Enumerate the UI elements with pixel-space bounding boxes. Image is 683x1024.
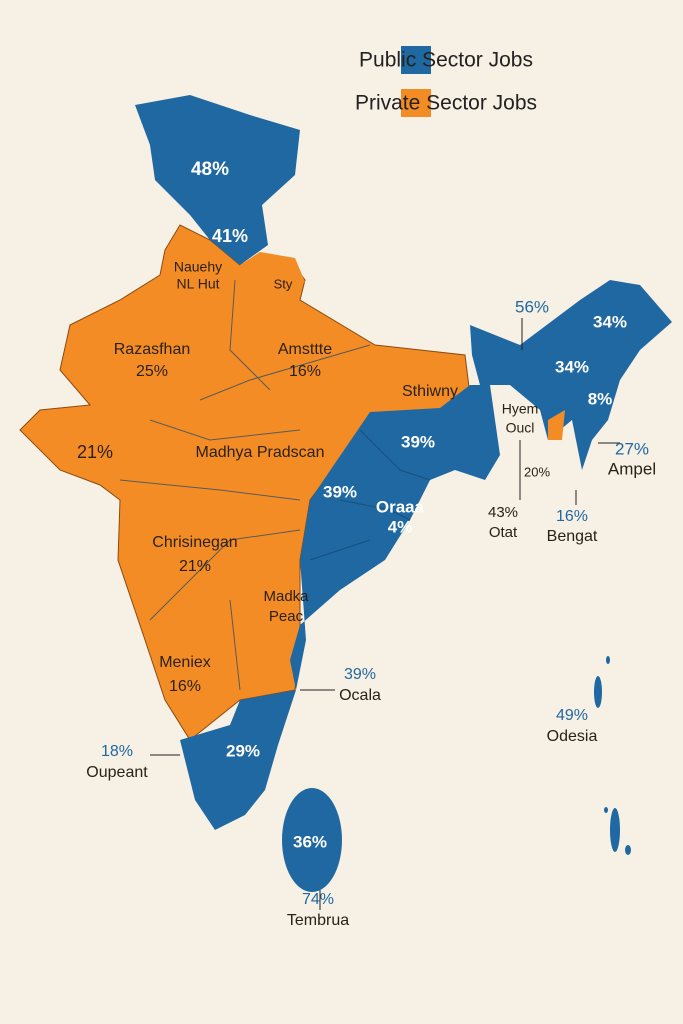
region-label: Odesia (547, 728, 598, 745)
legend-label: Public Sector Jobs (359, 49, 533, 72)
region-label: 4% (388, 517, 413, 536)
island (625, 845, 631, 855)
region-label: 48% (191, 159, 229, 180)
region-label: Sthiwny (402, 383, 458, 400)
region-label: 25% (136, 363, 168, 380)
region-label: 18% (101, 743, 133, 760)
region-label: 21% (77, 442, 113, 462)
region-label: 27% (615, 439, 649, 458)
island (610, 808, 620, 852)
region-label: Oraaa (376, 497, 425, 516)
region-label: 39% (323, 482, 357, 501)
legend-label: Private Sector Jobs (355, 92, 537, 115)
region-label: 39% (401, 432, 435, 451)
region-label: 16% (289, 363, 321, 380)
region-label: 56% (515, 297, 549, 316)
region-label: 21% (179, 558, 211, 575)
private-region-small (548, 410, 565, 440)
region-label: 16% (556, 508, 588, 525)
legend: Public Sector Jobs Private Sector Jobs (355, 46, 537, 117)
region-label: 34% (593, 312, 627, 331)
region-label: 36% (293, 832, 327, 851)
region-label: Bengat (547, 528, 598, 545)
public-region-north (135, 95, 300, 265)
region-label: 49% (556, 707, 588, 724)
island (606, 656, 610, 664)
region-label: Tembrua (287, 912, 349, 929)
region-label: Chrisinegan (152, 534, 237, 551)
region-label: Ampel (608, 459, 656, 478)
regions (19, 95, 672, 892)
region-label: Oucl (506, 420, 535, 436)
legend-swatch (401, 89, 431, 117)
region-label: 43% (488, 504, 518, 521)
region-label: NL Hut (176, 276, 219, 292)
region-label: Madhya Pradscan (196, 444, 325, 461)
region-label: Madka (263, 588, 309, 605)
region-label: 39% (344, 666, 376, 683)
region-label: Razasfhan (114, 341, 191, 358)
region-label: 41% (212, 226, 248, 246)
region-label: Hyem (502, 401, 539, 417)
private-region-north (240, 252, 305, 300)
region-label: 34% (555, 357, 589, 376)
region-label: 16% (169, 678, 201, 695)
region-label: Peac (269, 608, 304, 625)
region-label: Ocala (339, 687, 381, 704)
region-label: Nauehy (174, 259, 222, 275)
region-label: Oupeant (86, 764, 148, 781)
region-label: Meniex (159, 654, 211, 671)
public-region-island (282, 788, 342, 892)
legend-swatch (401, 46, 431, 74)
region-label: 20% (524, 464, 550, 479)
public-region-south (180, 690, 296, 830)
region-label: Amsttte (278, 341, 332, 358)
region-label: Sty (274, 276, 293, 291)
island (594, 676, 602, 708)
region-label: 74% (302, 891, 334, 908)
region-label: Otat (489, 524, 518, 541)
leader-lines (150, 318, 620, 910)
region-label: 29% (226, 741, 260, 760)
region-label: 8% (588, 389, 613, 408)
public-region-east (290, 385, 500, 690)
island (604, 807, 608, 813)
public-region-northeast (470, 280, 672, 470)
border (119, 279, 431, 691)
islands (594, 656, 631, 855)
